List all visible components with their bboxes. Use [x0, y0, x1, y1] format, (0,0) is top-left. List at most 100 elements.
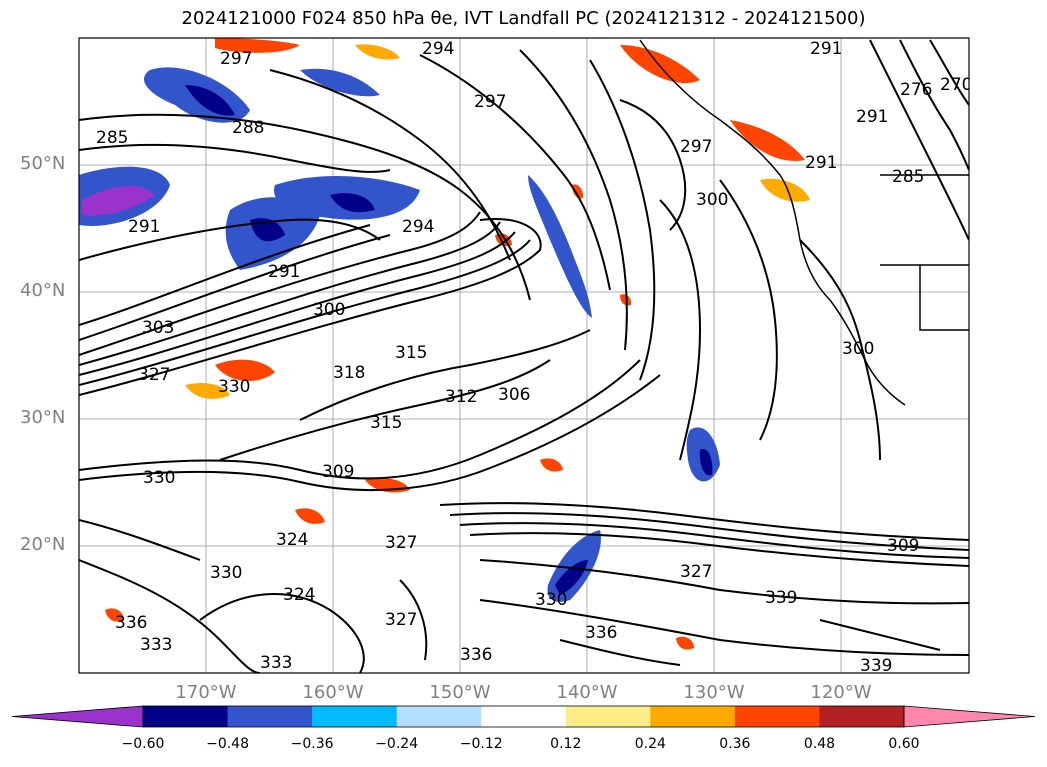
- colorbar-segment: [312, 706, 398, 727]
- lon-label-150w: 150°W: [429, 682, 491, 703]
- contour-line: [269, 69, 511, 261]
- contour-line: [399, 579, 428, 661]
- blob-positive: [355, 44, 400, 60]
- contour-label: 336: [115, 613, 147, 633]
- contour-label: 312: [445, 387, 477, 407]
- contour-label: 294: [402, 217, 434, 237]
- contour-label: 291: [128, 217, 160, 237]
- coastline-path: [880, 174, 969, 331]
- contour-lines: [79, 39, 969, 673]
- contour-label: 327: [385, 533, 417, 553]
- colorbar-tick-label: −0.48: [206, 736, 249, 752]
- contour-line: [79, 359, 641, 480]
- contour-label: 315: [370, 413, 402, 433]
- lon-label-170w: 170°W: [175, 682, 237, 703]
- colorbar-extend-high: [903, 705, 1036, 728]
- colorbar-extend-low: [11, 705, 144, 728]
- contour-line: [79, 221, 501, 366]
- blob-positive: [730, 120, 805, 161]
- contour-label: 327: [138, 365, 170, 385]
- contour-label: 330: [210, 563, 242, 583]
- contour-line: [219, 359, 551, 461]
- map-title: 2024121000 F024 850 hPa θe, IVT Landfall…: [181, 8, 866, 29]
- blob-positive: [540, 458, 563, 472]
- blob-positive: [215, 359, 275, 382]
- contour-label: 285: [892, 167, 924, 187]
- colorbar-segment: [143, 706, 229, 727]
- contour-label: 315: [395, 343, 427, 363]
- contour-line: [459, 522, 969, 559]
- contour-line: [79, 224, 371, 326]
- colorbar-tick-label: −0.12: [459, 736, 503, 752]
- contour-label: 330: [143, 468, 175, 488]
- coastline-path: [639, 39, 906, 406]
- blob-positive: [572, 184, 584, 199]
- contour-line: [719, 179, 778, 441]
- lon-label-120w: 120°W: [810, 682, 872, 703]
- contour-line: [659, 199, 702, 461]
- colorbar-segment: [734, 706, 820, 727]
- contour-label: 309: [887, 536, 919, 556]
- contour-line: [79, 374, 661, 492]
- contour-line: [79, 143, 391, 173]
- lat-label-40n: 40°N: [20, 280, 66, 301]
- blob-positive: [295, 508, 325, 524]
- contour-label: 303: [142, 318, 174, 338]
- contour-label: 333: [140, 635, 172, 655]
- contour-label: 297: [220, 49, 252, 69]
- contour-line: [469, 532, 969, 567]
- contour-label: 291: [856, 107, 888, 127]
- blob-positive: [760, 178, 810, 202]
- blob-positive: [620, 294, 632, 306]
- contour-label: 291: [805, 153, 837, 173]
- contour-label: 339: [765, 588, 797, 608]
- contour-label: 336: [460, 645, 492, 665]
- contour-label: 327: [385, 610, 417, 630]
- shaded-blobs: [79, 38, 810, 650]
- colorbar-tick-label: 0.48: [803, 736, 836, 752]
- contour-label: 336: [585, 623, 617, 643]
- contour-line: [79, 231, 516, 376]
- contour-line: [299, 329, 591, 421]
- contour-line: [79, 218, 542, 396]
- contour-line: [479, 559, 969, 605]
- contour-line: [79, 519, 201, 561]
- contour-label: 294: [422, 39, 454, 59]
- contour-line: [589, 59, 656, 381]
- contour-line: [479, 599, 969, 656]
- lat-label-30n: 30°N: [20, 407, 66, 428]
- contour-line: [79, 211, 481, 356]
- colorbar-tick-label: 0.60: [888, 736, 920, 752]
- contour-line: [449, 512, 969, 551]
- plot-frame: [78, 37, 970, 674]
- coastline: [639, 39, 969, 406]
- contour-line: [559, 639, 681, 666]
- contour-label: 300: [313, 300, 345, 320]
- contour-label: 270: [940, 75, 972, 95]
- contour-label: 285: [96, 128, 128, 148]
- blob-negative: [300, 68, 380, 97]
- contour-label: 297: [474, 92, 506, 112]
- colorbar-tick-label: 0.24: [634, 736, 666, 752]
- contour-line: [869, 39, 969, 241]
- contour-line: [79, 559, 261, 673]
- contour-line: [519, 49, 628, 351]
- blob-negative: [330, 193, 375, 213]
- plot-area: [79, 38, 969, 673]
- contour-label: 288: [232, 118, 264, 138]
- contour-line: [929, 39, 969, 106]
- contour-line: [439, 502, 969, 541]
- contour-label: 276: [900, 80, 932, 100]
- contour-label: 324: [276, 530, 308, 550]
- contour-label: 309: [322, 462, 354, 482]
- contour-label: 330: [218, 377, 250, 397]
- colorbar-tick-label: −0.36: [290, 736, 334, 752]
- lat-label-50n: 50°N: [20, 153, 66, 174]
- blob-positive: [105, 608, 124, 622]
- contour-label: 318: [333, 363, 365, 383]
- contour-label: 324: [283, 585, 315, 605]
- blob-negative: [699, 449, 713, 476]
- colorbar: [11, 705, 1036, 728]
- blob-positive: [215, 38, 300, 53]
